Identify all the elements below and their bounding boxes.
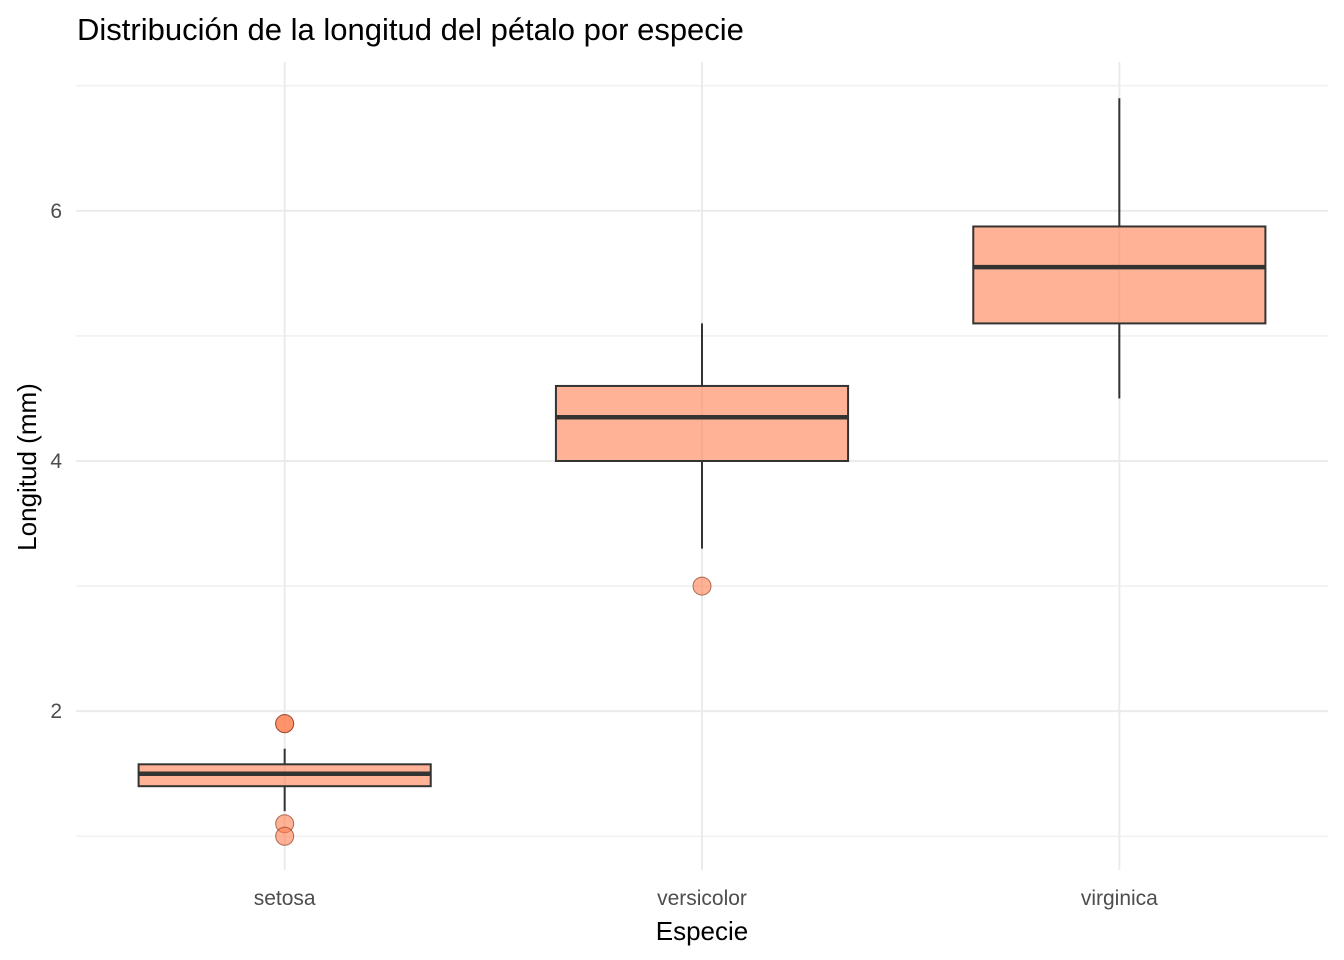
y-tick-label: 4 [50,450,62,473]
y-axis-title: Longitud (mm) [12,383,42,551]
outlier-point [692,576,712,596]
chart-title: Distribución de la longitud del pétalo p… [77,12,744,47]
box-iqr [554,384,850,462]
x-tick-label: setosa [254,887,316,910]
y-tick-label: 6 [50,200,62,223]
outlier-point [275,826,295,846]
outlier-point [275,714,295,734]
x-tick-labels: setosa versicolor virginica [254,887,1158,910]
box-versicolor [554,323,850,596]
x-axis-title: Especie [656,916,749,946]
x-tick-label: virginica [1081,887,1158,910]
box-setosa [137,714,432,846]
x-tick-label: versicolor [657,887,747,910]
y-tick-label: 2 [50,700,62,723]
box-virginica [972,98,1267,399]
y-tick-labels: 2 4 6 [50,200,62,723]
box-iqr [972,225,1267,325]
boxes [137,98,1267,846]
